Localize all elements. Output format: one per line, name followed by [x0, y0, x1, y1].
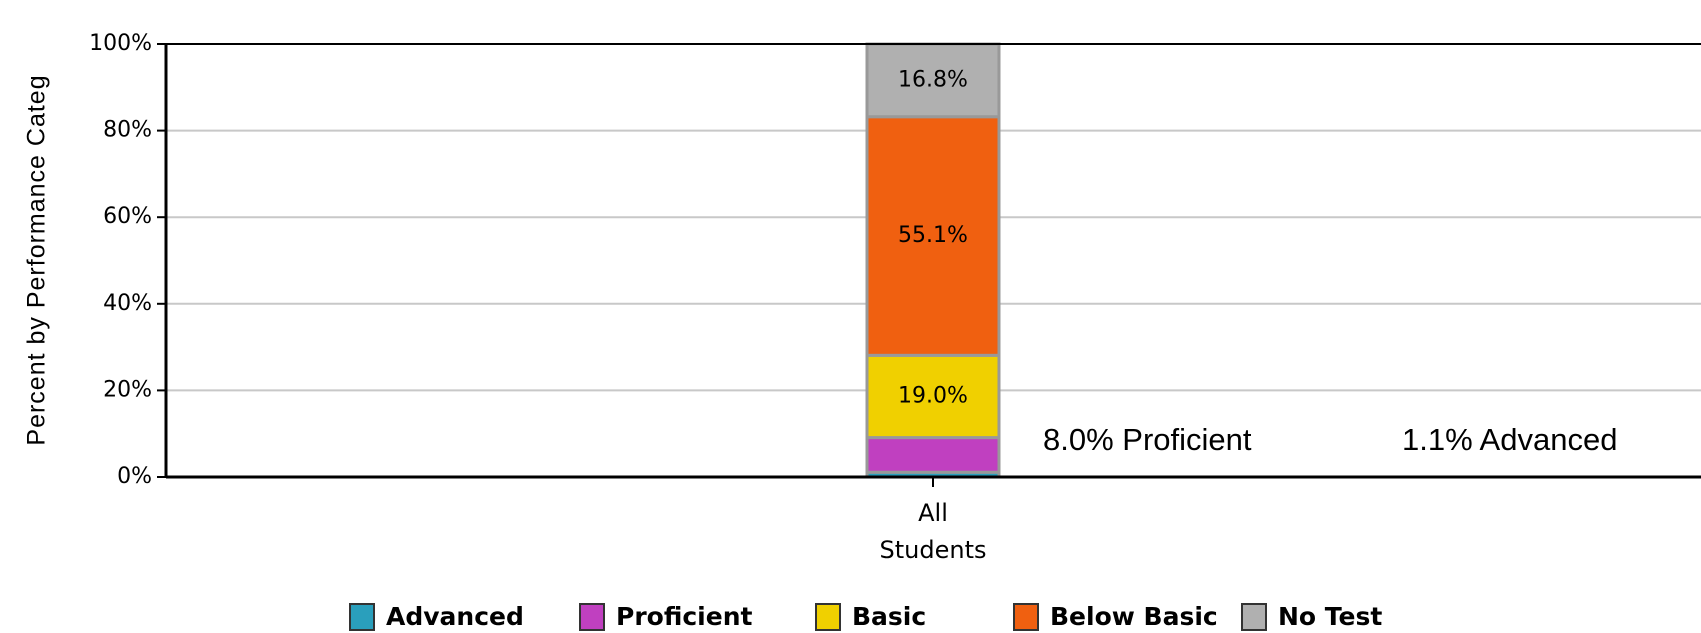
y-tick-label: 20%: [103, 377, 152, 402]
legend-label: Proficient: [616, 602, 752, 631]
legend-label: No Test: [1278, 602, 1382, 631]
y-axis-label: Percent by Performance Categ: [23, 74, 51, 445]
annotation: 1.1% Advanced: [1402, 422, 1617, 457]
y-tick-label: 0%: [117, 464, 152, 489]
legend-swatch: [815, 603, 841, 631]
legend-swatch: [1241, 603, 1267, 631]
legend-swatch: [1013, 603, 1039, 631]
y-tick-label: 40%: [103, 291, 152, 316]
y-tick-label: 100%: [89, 31, 152, 56]
legend-swatch: [579, 603, 605, 631]
bar-segment: [865, 42, 1001, 119]
bar-segment: [865, 115, 1001, 357]
legend-label: Below Basic: [1050, 602, 1218, 631]
data-label: 55.1%: [898, 223, 968, 248]
data-label: 16.8%: [898, 67, 968, 92]
bar-segment: [865, 436, 1001, 474]
legend-label: Basic: [852, 602, 926, 631]
legend-swatch: [349, 603, 375, 631]
x-tick-label: All Students: [879, 499, 987, 564]
y-tick-label: 80%: [103, 118, 152, 143]
annotation: 8.0% Proficient: [1043, 422, 1252, 457]
data-label: 19.0%: [898, 383, 968, 408]
legend-label: Advanced: [386, 602, 524, 631]
y-tick-label: 60%: [103, 204, 152, 229]
